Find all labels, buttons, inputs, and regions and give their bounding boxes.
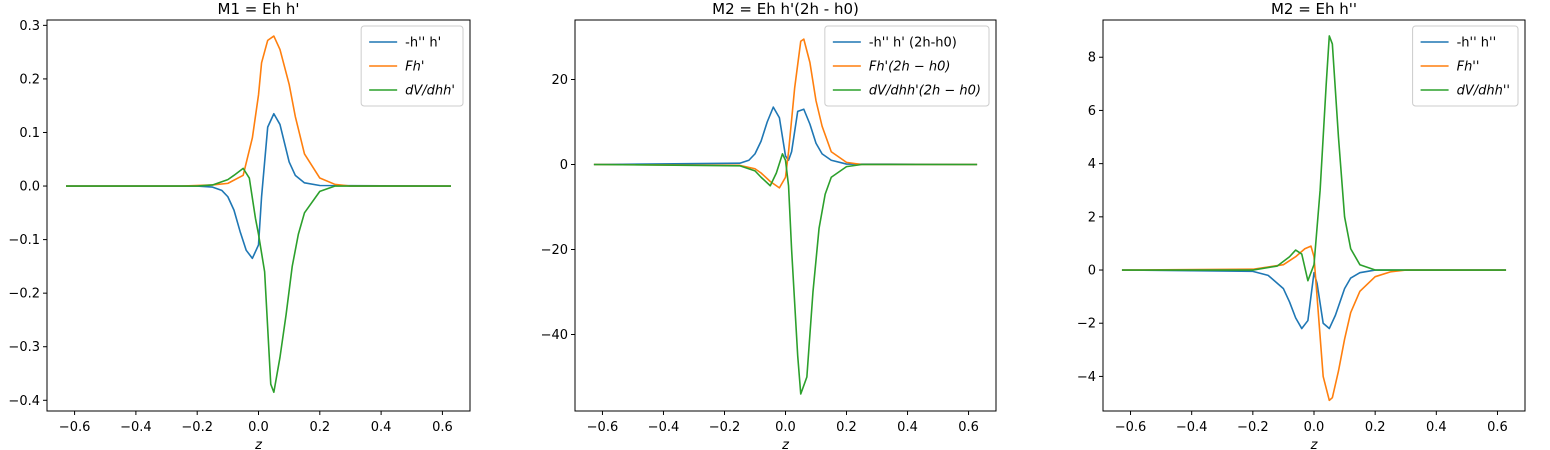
legend-entry-label: -h'' h''	[1457, 36, 1497, 51]
y-tick-label: 20	[551, 73, 568, 88]
chart-title: M1 = Eh h'	[218, 0, 300, 18]
series-line-1	[1121, 269, 1507, 330]
x-tick-label: 0.0	[248, 420, 269, 435]
legend: -h'' h'' Fh'' dV/dhh''	[1412, 25, 1519, 107]
x-tick-label: −0.2	[709, 420, 741, 435]
x-tick-label: 0.4	[897, 420, 918, 435]
chart-panel-2: −0.6 −0.4 −0.2 0.0 0.2 0.4 0.6 −40 −20 0 20 M2 = Eh…	[541, 0, 997, 450]
legend-entry-label: Fh'(2h − h0)	[869, 60, 951, 75]
y-tick-label: 6	[1088, 104, 1096, 119]
series-line-2	[66, 35, 451, 187]
series-line-2	[593, 38, 978, 189]
legend-entry-label: dV/dhh''	[1457, 84, 1510, 99]
x-tick-label: 0.6	[958, 420, 979, 435]
x-tick-label: 0.6	[432, 420, 453, 435]
x-tick-label: −0.6	[587, 420, 619, 435]
legend: -h'' h' (2h-h0) Fh'(2h − h0) dV/dhh'(2h − …	[824, 25, 990, 107]
x-tick-label: −0.2	[1237, 420, 1269, 435]
chart-panel-3: −0.6 −0.4 −0.2 0.0 0.2 0.4 0.6 −4 −2 0 2 4 6 8 M2 = Eh…	[1077, 0, 1526, 450]
x-axis-label: z	[781, 438, 790, 450]
x-tick-label: −0.4	[1176, 420, 1208, 435]
y-tick-label: −0.1	[8, 233, 40, 248]
chart-title: M2 = Eh h'(2h - h0)	[712, 0, 859, 18]
x-tick-label: 0.0	[1304, 420, 1325, 435]
chart-title: M2 = Eh h''	[1271, 0, 1357, 18]
series-line-3	[1121, 35, 1507, 282]
x-tick-label: 0.0	[775, 420, 796, 435]
x-tick-label: 0.2	[1365, 420, 1386, 435]
series-line-1	[593, 106, 978, 166]
y-tick-label: 2	[1088, 210, 1096, 225]
y-tick-label: 4	[1088, 157, 1096, 172]
series-line-3	[66, 167, 451, 394]
y-tick-label: −0.4	[8, 394, 40, 409]
x-tick-label: 0.6	[1487, 420, 1508, 435]
y-tick-label: 0.0	[19, 180, 40, 195]
y-tick-label: 0	[1088, 264, 1096, 279]
y-tick-label: 0	[560, 158, 568, 173]
y-tick-label: −0.2	[8, 287, 40, 302]
legend-entry-label: -h'' h'	[405, 36, 441, 51]
x-tick-label: −0.4	[120, 420, 152, 435]
chart-panel-1: −0.6 −0.4 −0.2 0.0 0.2 0.4 0.6 −0.4 −0.3 −0.2 −0.1…	[8, 0, 471, 450]
y-tick-label: 0.3	[19, 19, 40, 34]
series-line-3	[593, 153, 978, 395]
x-tick-label: −0.6	[59, 420, 91, 435]
series-line-1	[66, 112, 452, 260]
legend-entry-label: -h'' h' (2h-h0)	[869, 36, 957, 51]
y-tick-label: −20	[541, 243, 568, 258]
x-tick-label: 0.4	[1426, 420, 1447, 435]
y-tick-label: 0.1	[19, 126, 40, 141]
y-tick-label: 0.2	[19, 72, 40, 87]
x-tick-label: −0.4	[648, 420, 680, 435]
x-axis-label: z	[1310, 438, 1319, 450]
x-tick-label: 0.2	[309, 420, 330, 435]
y-tick-label: −2	[1077, 317, 1096, 332]
x-tick-label: −0.2	[181, 420, 213, 435]
series-line-2	[1121, 245, 1507, 402]
x-axis-label: z	[254, 438, 263, 450]
legend-entry-label: Fh'	[405, 60, 424, 75]
legend-entry-label: Fh''	[1457, 60, 1480, 75]
x-tick-label: 0.4	[371, 420, 392, 435]
legend-entry-label: dV/dhh'(2h − h0)	[869, 84, 981, 99]
y-tick-label: 8	[1088, 51, 1096, 66]
x-tick-label: −0.6	[1115, 420, 1147, 435]
legend-entry-label: dV/dhh'	[405, 84, 455, 99]
x-tick-label: 0.2	[836, 420, 857, 435]
y-tick-label: −0.3	[8, 340, 40, 355]
legend: -h'' h' Fh' dV/dhh'	[360, 25, 464, 107]
y-tick-label: −40	[541, 328, 568, 343]
y-tick-label: −4	[1077, 370, 1096, 385]
